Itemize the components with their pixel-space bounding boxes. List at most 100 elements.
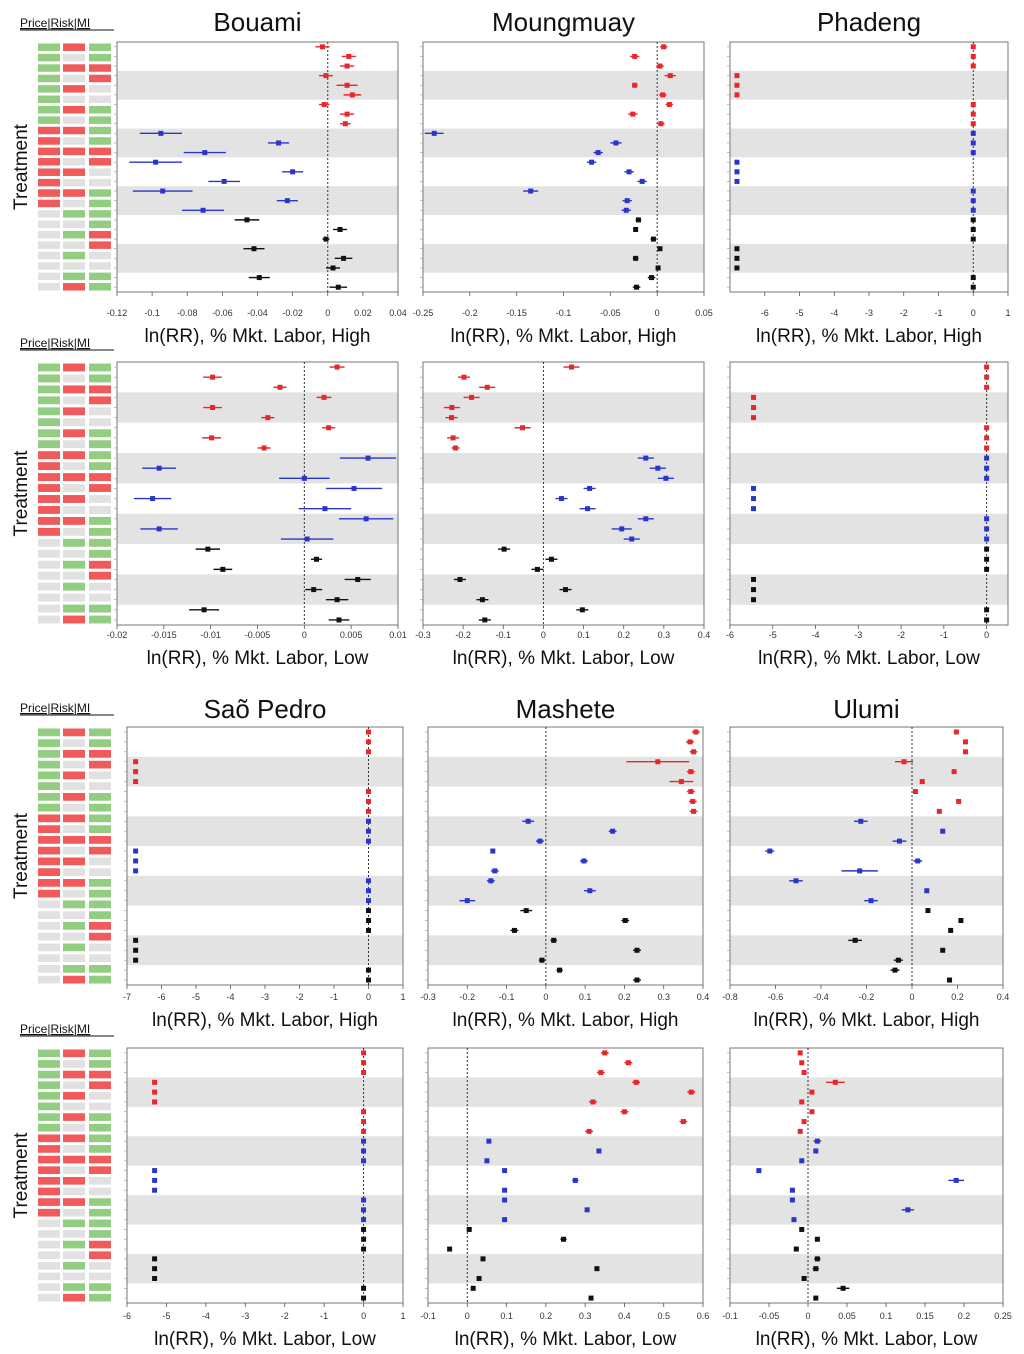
treatment-cell (38, 137, 60, 145)
treatment-cell (63, 889, 85, 898)
treatment-cell (89, 53, 111, 62)
panel-x-label: ln(RR), % Mkt. Labor, Low (453, 648, 675, 669)
treatment-cell (38, 1187, 60, 1196)
treatment-cell (63, 1134, 85, 1143)
data-point-mi (152, 1256, 158, 1262)
treatment-cell (38, 262, 60, 270)
treatment-legend-header: Price|Risk|MI (20, 16, 90, 30)
data-point-mi (948, 927, 954, 933)
panel-x-label: ln(RR), % Mkt. Labor, Low (154, 1329, 376, 1350)
treatment-cell (38, 771, 60, 780)
data-point-risk (366, 898, 371, 904)
treatment-cell (89, 1081, 111, 1090)
treatment-cell (89, 1219, 111, 1228)
treatment-cell (89, 825, 111, 833)
x-tick-label: -0.04 (247, 308, 268, 318)
treatment-cell (38, 825, 60, 833)
treatment-cell (89, 803, 111, 812)
treatment-cell (63, 1187, 85, 1196)
treatment-cell (63, 527, 85, 536)
treatment-cell (63, 495, 85, 503)
x-tick-label: -0.1 (420, 1311, 436, 1321)
treatment-cell (89, 1166, 111, 1175)
x-tick-label: 1 (400, 1311, 405, 1321)
treatment-cell (89, 1283, 111, 1291)
treatment-cell (63, 760, 85, 769)
x-tick-label: -0.1 (499, 992, 515, 1002)
treatment-cell (38, 85, 60, 93)
data-point-mi (813, 1295, 819, 1301)
data-point-price (366, 729, 371, 735)
data-point-mi (594, 1266, 600, 1272)
x-tick-label: -2 (900, 308, 908, 318)
treatment-cell (38, 363, 60, 372)
treatment-cell (63, 396, 85, 405)
treatment-cell (38, 251, 60, 260)
data-point-mi (984, 556, 990, 562)
treatment-cell (89, 241, 111, 249)
treatment-cell (89, 846, 111, 855)
data-point-risk (655, 465, 661, 471)
treatment-cell (38, 593, 60, 602)
data-point-risk (639, 178, 645, 184)
x-tick-label: -0.05 (759, 1311, 780, 1321)
data-point-price (801, 1070, 807, 1076)
data-point-risk (970, 140, 976, 146)
data-point-price (366, 749, 371, 755)
data-point-mi (970, 236, 976, 242)
data-point-mi (323, 236, 329, 242)
treatment-axis-label: Treatment (11, 123, 32, 210)
treatment-cell (63, 363, 85, 372)
data-point-risk (751, 506, 757, 512)
data-point-mi (970, 275, 976, 281)
data-point-price (951, 769, 957, 775)
treatment-cell (38, 803, 60, 812)
data-point-price (366, 808, 371, 814)
data-point-risk (924, 888, 930, 894)
x-tick-label: 0.2 (618, 992, 631, 1002)
treatment-cell (63, 900, 85, 909)
data-point-risk (587, 485, 593, 491)
shaded-band (730, 756, 1003, 787)
treatment-legend-header: Price|Risk|MI (20, 1022, 90, 1036)
treatment-cell (89, 975, 111, 984)
shaded-band (423, 513, 704, 545)
treatment-cell (89, 396, 111, 405)
treatment-cell (89, 1145, 111, 1153)
panel-6: -6 -5 -4 -3 -2 -1 0 ln(RR), % Mkt. Labor, Low (726, 361, 1009, 669)
treatment-cell (63, 750, 85, 758)
shaded-band (428, 1136, 703, 1166)
treatment-cell (89, 43, 111, 51)
data-point-mi (337, 227, 343, 232)
data-point-risk (502, 1197, 508, 1203)
treatment-cell (38, 1145, 60, 1153)
data-point-price (361, 1050, 367, 1056)
x-tick-label: 0.05 (838, 1311, 856, 1321)
data-point-mi (634, 284, 640, 290)
data-point-mi (366, 908, 371, 914)
data-point-price (632, 82, 638, 88)
data-point-mi (256, 275, 262, 281)
treatment-cell (63, 374, 85, 383)
treatment-cell (63, 126, 85, 135)
data-point-risk (791, 1217, 797, 1223)
data-point-mi (152, 1275, 158, 1281)
data-point-risk (970, 188, 976, 194)
data-point-risk (152, 1177, 158, 1183)
x-tick-label: -0.6 (768, 992, 784, 1002)
treatment-cell (89, 739, 111, 747)
data-point-price (693, 729, 699, 735)
x-tick-label: 0.1 (577, 630, 590, 640)
treatment-cell (63, 1081, 85, 1090)
data-point-price (901, 759, 907, 765)
data-point-mi (476, 1275, 482, 1281)
treatment-cell (63, 385, 85, 394)
x-tick-label: -0.25 (413, 308, 434, 318)
x-tick-label: -3 (241, 1311, 249, 1321)
treatment-cell (89, 1091, 111, 1100)
treatment-cell (63, 251, 85, 260)
treatment-cell (89, 168, 111, 176)
data-point-risk (585, 506, 591, 512)
shaded-band (730, 128, 1008, 158)
treatment-cell (89, 1230, 111, 1238)
